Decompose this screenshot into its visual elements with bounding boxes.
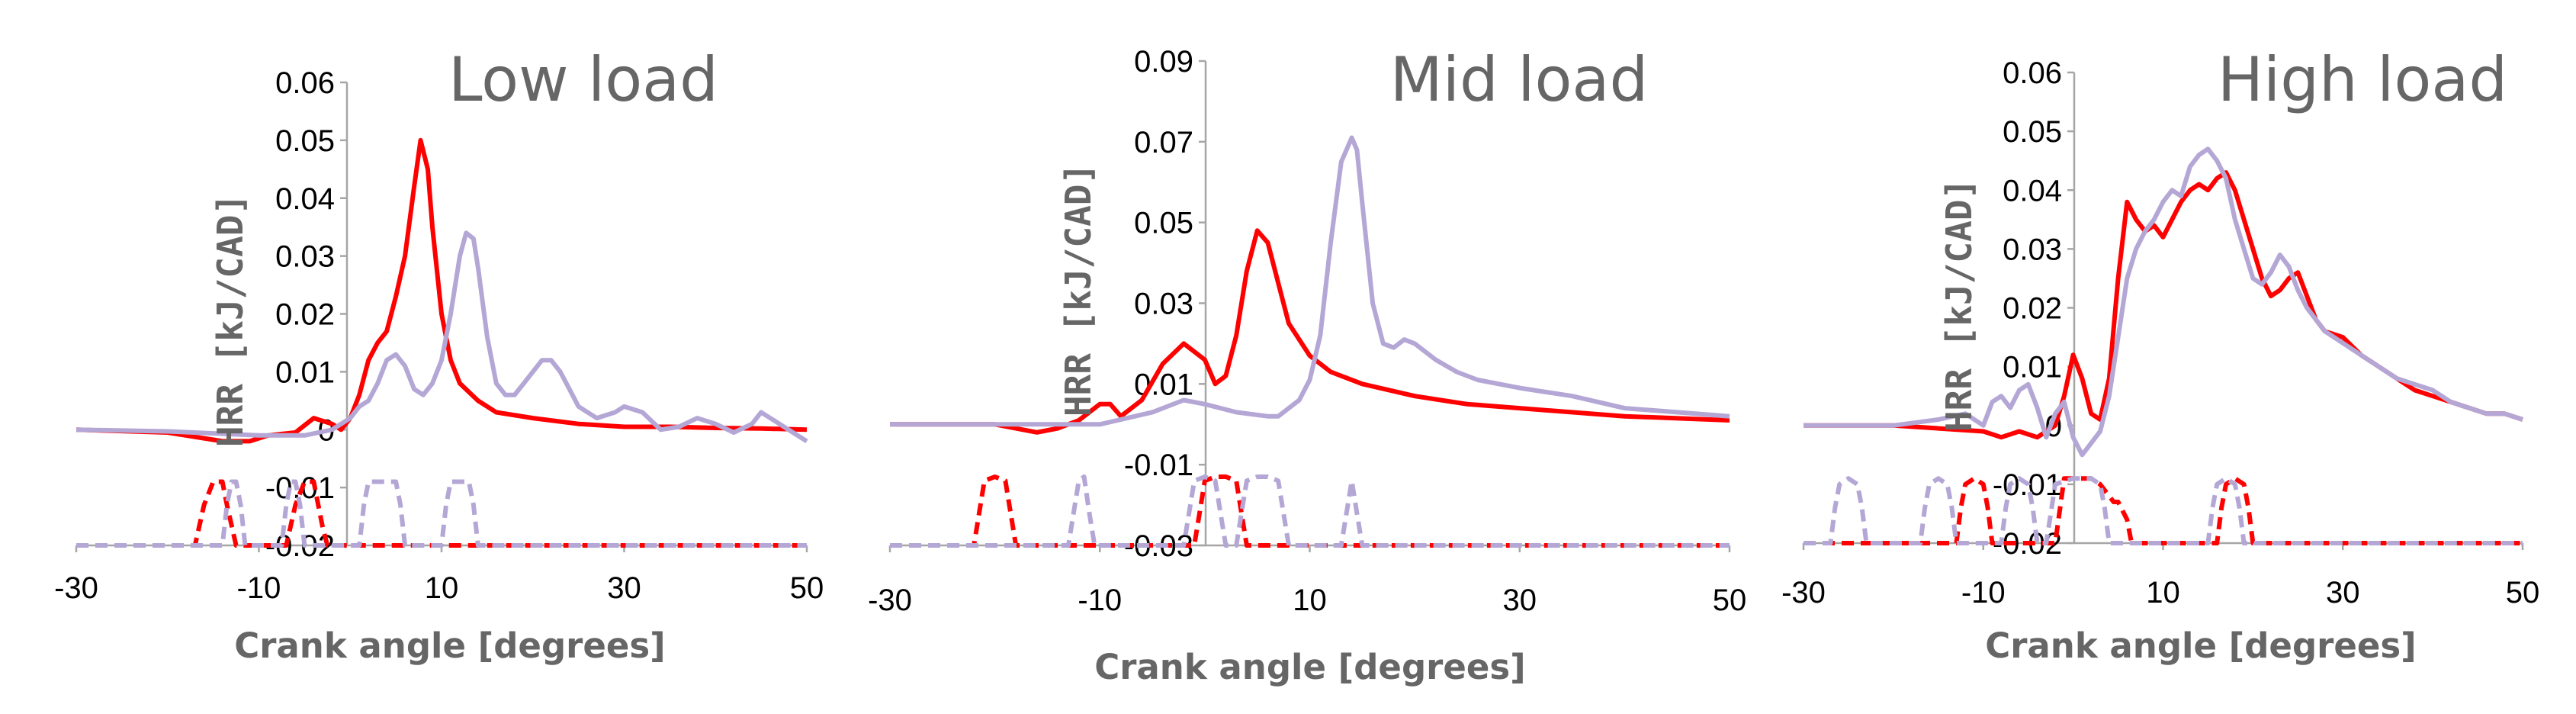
x-tick-label: -30	[1781, 576, 1826, 609]
chart-title: Low load	[448, 44, 718, 115]
y-tick-label: 0.05	[275, 124, 335, 158]
x-axis-label: Crank angle [degrees]	[1985, 626, 2417, 666]
series-line-dashed-lavender	[1804, 476, 2523, 545]
chart-title: High load	[2218, 44, 2507, 115]
y-tick-label: -0.01	[1124, 449, 1193, 482]
x-tick-label: 30	[1503, 584, 1537, 617]
x-tick-label: -30	[868, 584, 912, 617]
x-tick-label: 30	[607, 571, 641, 605]
y-tick-label: 0.02	[2003, 292, 2062, 326]
x-tick-label: -30	[54, 571, 98, 605]
y-tick-label: 0.01	[2003, 351, 2062, 384]
x-axis-label: Crank angle [degrees]	[234, 626, 666, 666]
y-tick-label: 0.06	[2003, 56, 2062, 90]
y-tick-label: 0.04	[275, 182, 335, 216]
series-line-dashed-lavender	[890, 474, 1730, 548]
y-tick-label: 0.07	[1134, 126, 1193, 159]
y-tick-label: 0.06	[275, 66, 335, 100]
x-tick-label: 50	[790, 571, 824, 605]
y-tick-label: 0.04	[2003, 174, 2062, 207]
series-line-solid-lavender	[890, 135, 1730, 427]
series-line-solid-red	[890, 228, 1730, 435]
y-tick-label: 0.03	[2003, 233, 2062, 266]
series-line-solid-red	[1804, 170, 2523, 440]
series-line-solid-lavender	[75, 230, 808, 443]
series-line-solid-red	[75, 137, 808, 444]
x-tick-label: 10	[1293, 584, 1327, 617]
x-tick-label: -10	[1961, 576, 2006, 609]
series-line-solid-lavender	[1804, 146, 2523, 458]
x-tick-label: 30	[2326, 576, 2360, 609]
y-axis-label: HRR [kJ/CAD]	[210, 194, 251, 447]
x-tick-label: -10	[237, 571, 281, 605]
x-axis-label: Crank angle [degrees]	[1094, 647, 1526, 687]
y-tick-label: 0.05	[2003, 115, 2062, 149]
y-tick-label: 0.01	[275, 355, 335, 389]
x-tick-label: 50	[1713, 584, 1747, 617]
y-tick-label: 0.03	[1134, 288, 1193, 321]
y-tick-label: 0.05	[1134, 207, 1193, 240]
series-line-dashed-red	[1804, 476, 2523, 545]
chart-mid-load: -0.03-0.010.010.030.050.070.09-30 -10 10 30…	[868, 44, 1746, 687]
y-axis-label: HRR [kJ/CAD]	[1938, 178, 1980, 432]
series-line-dashed-lavender	[76, 479, 807, 548]
chart-title: Mid load	[1390, 44, 1648, 115]
y-axis-label: HRR [kJ/CAD]	[1058, 163, 1099, 416]
y-tick-label: 0.09	[1134, 45, 1193, 79]
x-tick-label: 10	[2146, 576, 2180, 609]
x-tick-label: 50	[2506, 576, 2540, 609]
y-tick-label: 0.03	[275, 240, 335, 274]
y-tick-label: 0.02	[275, 298, 335, 332]
x-tick-label: 10	[425, 571, 459, 605]
series-line-dashed-red	[890, 474, 1730, 548]
x-tick-label: -10	[1078, 584, 1122, 617]
